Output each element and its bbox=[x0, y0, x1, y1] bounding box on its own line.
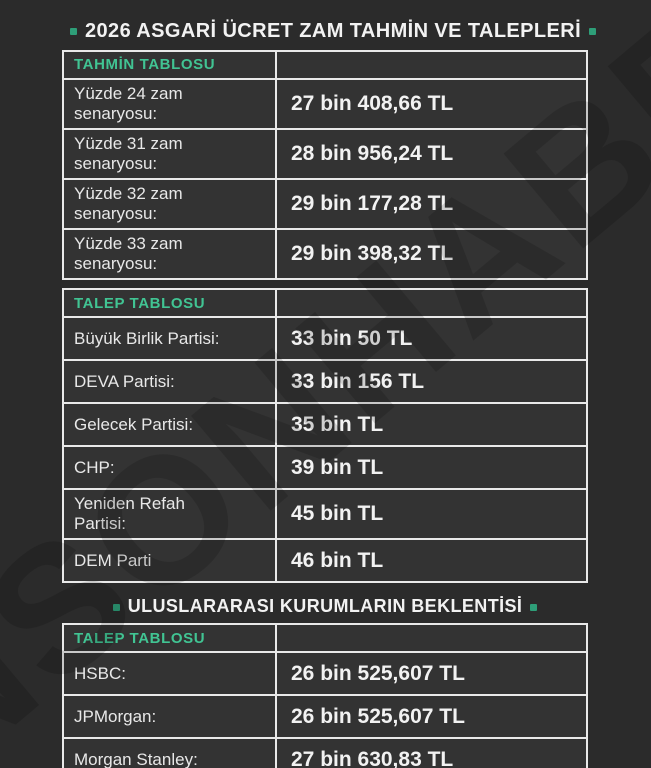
row-value: 29 bin 398,32 TL bbox=[291, 242, 454, 266]
table-row: Morgan Stanley: 27 bin 630,83 TL bbox=[64, 737, 586, 768]
row-value: 27 bin 630,83 TL bbox=[291, 747, 454, 768]
table-header-empty-cell bbox=[277, 52, 586, 78]
table-header-row: TAHMİN TABLOSU bbox=[64, 52, 586, 78]
table-header-row: TALEP TABLOSU bbox=[64, 290, 586, 317]
row-value: 26 bin 525,607 TL bbox=[291, 661, 465, 685]
row-label: Gelecek Partisi: bbox=[64, 404, 277, 446]
table-row: Yeniden Refah Partisi: 45 bin TL bbox=[64, 488, 586, 539]
table-header-empty-cell bbox=[277, 625, 586, 651]
table-row: Gelecek Partisi: 35 bin TL bbox=[64, 402, 586, 446]
row-label: Yüzde 31 zam senaryosu: bbox=[64, 130, 277, 179]
row-label: JPMorgan: bbox=[64, 696, 277, 738]
secondary-title-text: ULUSLARARASI KURUMLARIN BEKLENTİSİ bbox=[127, 596, 523, 617]
row-label: Yüzde 24 zam senaryosu: bbox=[64, 80, 277, 129]
row-label: DEM Parti bbox=[64, 540, 277, 582]
title-bullet-icon bbox=[589, 28, 597, 36]
row-value: 29 bin 177,28 TL bbox=[291, 192, 454, 216]
row-label: Yeniden Refah Partisi: bbox=[64, 490, 277, 539]
table-row: DEVA Partisi: 33 bin 156 TL bbox=[64, 359, 586, 403]
content-column: 2026 ASGARİ ÜCRET ZAM TAHMİN VE TALEPLER… bbox=[62, 0, 597, 768]
row-value: 39 bin TL bbox=[291, 455, 384, 479]
row-value: 35 bin TL bbox=[291, 412, 384, 436]
table-header-empty-cell bbox=[277, 290, 586, 316]
table-header-label: TAHMİN TABLOSU bbox=[64, 52, 277, 78]
row-value: 45 bin TL bbox=[291, 502, 384, 526]
table-row: JPMorgan: 26 bin 525,607 TL bbox=[64, 694, 586, 738]
title-bullet-icon bbox=[70, 28, 77, 36]
table-row: HSBC: 26 bin 525,607 TL bbox=[64, 651, 586, 695]
row-label: Morgan Stanley: bbox=[64, 739, 277, 768]
table-row: Yüzde 33 zam senaryosu: 29 bin 398,32 TL bbox=[64, 228, 586, 279]
table-header-label: TALEP TABLOSU bbox=[64, 290, 277, 317]
uluslararasi-talep-table: TALEP TABLOSU HSBC: 26 bin 525,607 TL JPMor… bbox=[62, 623, 588, 768]
table-row: Büyük Birlik Partisi: 33 bin 50 TL bbox=[64, 316, 586, 360]
title-bullet-icon bbox=[530, 604, 538, 612]
row-label: DEVA Partisi: bbox=[64, 361, 277, 403]
row-value: 28 bin 956,24 TL bbox=[291, 142, 454, 166]
row-label: CHP: bbox=[64, 447, 277, 489]
table-header-label: TALEP TABLOSU bbox=[64, 625, 277, 652]
secondary-title: ULUSLARARASI KURUMLARIN BEKLENTİSİ bbox=[62, 591, 588, 621]
table-row: Yüzde 32 zam senaryosu: 29 bin 177,28 TL bbox=[64, 178, 586, 229]
table-row: Yüzde 24 zam senaryosu: 27 bin 408,66 TL bbox=[64, 78, 586, 129]
table-row: CHP: 39 bin TL bbox=[64, 445, 586, 489]
row-value: 46 bin TL bbox=[291, 548, 384, 572]
row-label: HSBC: bbox=[64, 653, 277, 695]
table-row: DEM Parti 46 bin TL bbox=[64, 538, 586, 582]
row-label: Yüzde 32 zam senaryosu: bbox=[64, 180, 277, 229]
row-label: Yüzde 33 zam senaryosu: bbox=[64, 230, 277, 279]
talep-table: TALEP TABLOSU Büyük Birlik Partisi: 33 bin… bbox=[62, 288, 588, 584]
table-row: Yüzde 31 zam senaryosu: 28 bin 956,24 TL bbox=[64, 128, 586, 179]
tahmin-table: TAHMİN TABLOSU Yüzde 24 zam senaryosu: 27 … bbox=[62, 50, 588, 281]
title-bullet-icon bbox=[112, 604, 120, 612]
row-value: 33 bin 50 TL bbox=[291, 326, 413, 350]
main-title: 2026 ASGARİ ÜCRET ZAM TAHMİN VE TALEPLER… bbox=[62, 16, 597, 46]
row-value: 26 bin 525,607 TL bbox=[291, 704, 465, 728]
row-value: 33 bin 156 TL bbox=[291, 369, 425, 393]
row-label: Büyük Birlik Partisi: bbox=[64, 318, 277, 360]
main-title-text: 2026 ASGARİ ÜCRET ZAM TAHMİN VE TALEPLER… bbox=[85, 20, 582, 42]
table-header-row: TALEP TABLOSU bbox=[64, 625, 586, 652]
row-value: 27 bin 408,66 TL bbox=[291, 92, 454, 116]
